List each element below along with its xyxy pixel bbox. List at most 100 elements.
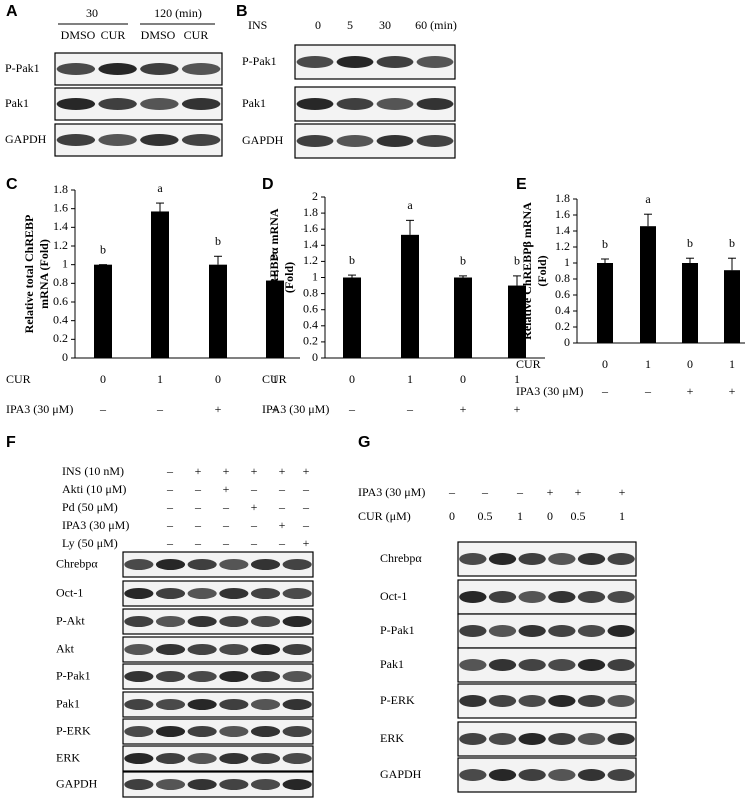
blot-row-label: P-ERK <box>380 693 415 707</box>
blot-band <box>187 779 217 790</box>
blot-band <box>488 553 517 565</box>
condition-value: 1 <box>517 509 523 523</box>
condition-label: Ly (50 μM) <box>62 536 118 550</box>
panel-label: G <box>358 434 370 451</box>
condition-value: – <box>516 485 524 499</box>
condition-label: INS (10 nM) <box>62 464 124 478</box>
blot-band <box>181 98 221 110</box>
y-axis-label: Relative ChREBPβ mRNA <box>520 202 534 340</box>
condition-value: – <box>194 500 202 514</box>
condition-value: 0 <box>602 357 608 371</box>
blot-band <box>518 659 546 671</box>
condition-label: CUR (μM) <box>358 509 411 523</box>
condition-label: Akti (10 μM) <box>62 482 126 496</box>
blot-frame <box>122 745 314 772</box>
blot-band <box>155 588 186 599</box>
blot-band <box>488 591 517 603</box>
factor-label: INS <box>248 18 267 32</box>
y-tick-label: 1.4 <box>53 219 68 233</box>
condition-label: CUR <box>6 372 31 386</box>
blot-row-label: P-Pak1 <box>242 54 277 68</box>
blot-band <box>488 769 517 781</box>
blot-band <box>518 625 546 637</box>
significance-label: a <box>645 192 651 206</box>
blot-band <box>219 753 249 764</box>
condition-value: 1 <box>645 357 651 371</box>
y-axis-label: Relative ChREBPα mRNA <box>267 208 281 346</box>
blot-row-label: GAPDH <box>242 133 284 147</box>
blot-frame <box>122 663 314 690</box>
condition-value: + <box>195 464 202 478</box>
condition-value: 0 <box>100 372 106 386</box>
condition-value: + <box>272 402 279 416</box>
significance-label: b <box>729 236 735 250</box>
blot-band <box>577 553 606 565</box>
y-tick-label: 1 <box>564 255 570 269</box>
significance-label: a <box>407 198 413 212</box>
blot-band <box>607 769 635 781</box>
blot-row-label: ERK <box>56 750 80 764</box>
y-tick-label: 0.2 <box>53 331 68 345</box>
blot-band <box>56 63 96 75</box>
condition-value: + <box>279 518 286 532</box>
y-tick-label: 1.2 <box>303 253 318 267</box>
condition-value: + <box>303 464 310 478</box>
blot-band <box>577 591 606 603</box>
treatment-label: CUR <box>184 28 209 42</box>
condition-label: IPA3 (30 μM) <box>358 485 425 499</box>
blot-band <box>250 753 281 764</box>
significance-label: a <box>157 181 163 195</box>
condition-value: + <box>251 500 258 514</box>
blot-row-label: P-ERK <box>56 723 91 737</box>
blot-band <box>548 659 576 671</box>
blot-band <box>296 56 334 68</box>
blot-band <box>219 726 249 737</box>
blot-band <box>181 63 221 75</box>
blot-band <box>416 135 454 147</box>
condition-value: – <box>278 500 286 514</box>
blot-band <box>250 671 281 682</box>
condition-value: 1 <box>272 372 278 386</box>
blot-row-label: GAPDH <box>5 132 47 146</box>
blot-band <box>577 625 606 637</box>
blot-band <box>282 671 312 682</box>
time-label: 60 (min) <box>415 18 457 32</box>
blot-band <box>607 733 635 745</box>
y-tick-label: 1.4 <box>555 223 570 237</box>
blot-band <box>98 134 137 146</box>
blot-band <box>250 588 281 599</box>
blot-band <box>282 779 312 790</box>
condition-value: + <box>460 402 467 416</box>
blot-band <box>459 695 487 707</box>
time-label: 0 <box>315 18 321 32</box>
blot-row-label: Pak1 <box>5 96 29 110</box>
blot-band <box>98 98 137 110</box>
blot-band <box>250 644 281 655</box>
significance-label: b <box>602 237 608 251</box>
y-tick-label: 1.8 <box>555 191 570 205</box>
blot-band <box>577 695 606 707</box>
blot-frame <box>457 757 637 793</box>
blot-band <box>155 753 186 764</box>
y-axis-label: (Fold) <box>535 255 549 286</box>
condition-value: – <box>156 402 164 416</box>
blot-band <box>250 559 281 570</box>
significance-label: b <box>215 234 221 248</box>
blot-row-label: ERK <box>380 731 404 745</box>
condition-value: 0 <box>547 509 553 523</box>
blot-band <box>155 644 186 655</box>
condition-value: 1 <box>514 372 520 386</box>
blot-row-label: Oct-1 <box>56 585 83 599</box>
panel-label: D <box>262 176 274 193</box>
blot-band <box>155 779 186 790</box>
bar <box>508 285 526 358</box>
condition-value: 0 <box>215 372 221 386</box>
blot-frame <box>457 647 637 683</box>
blot-frame <box>122 771 314 798</box>
time-label: 5 <box>347 18 353 32</box>
blot-band <box>282 616 312 627</box>
condition-value: 1 <box>619 509 625 523</box>
y-tick-label: 1.2 <box>53 238 68 252</box>
panel-label: F <box>6 434 16 451</box>
